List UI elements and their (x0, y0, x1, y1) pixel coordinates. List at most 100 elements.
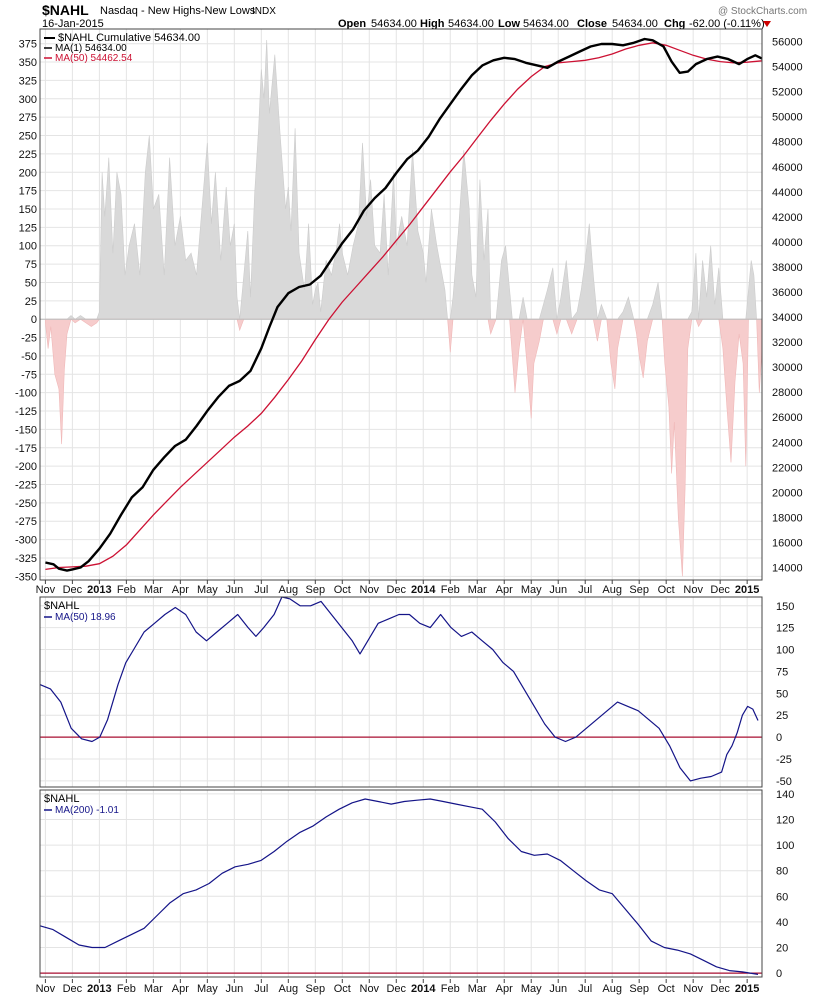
right-axis-tick-label: 38000 (772, 262, 803, 274)
x-tick-label: Apr (496, 983, 513, 995)
left-axis-tick-label: 275 (19, 112, 37, 124)
left-axis-tick-label: 225 (19, 149, 37, 161)
right-axis-tick-label: 56000 (772, 37, 803, 49)
right-axis-tick-label: 60 (776, 891, 788, 903)
x-tick-label: Nov (683, 983, 703, 995)
x-tick-label: Aug (279, 584, 299, 596)
stockcharts-watermark: @ StockCharts.com (718, 6, 807, 17)
panel-border (39, 28, 763, 581)
panel-plot-area (40, 790, 762, 977)
x-tick-label: Dec (386, 983, 406, 995)
right-axis-tick-label: 30000 (772, 362, 803, 374)
right-axis-tick-label: 40 (776, 917, 788, 929)
left-axis-tick-label: -50 (21, 351, 37, 363)
right-axis-tick-label: 26000 (772, 412, 803, 424)
x-tick-label: Mar (144, 983, 163, 995)
x-tick-label: 2013 (87, 983, 111, 995)
close-value: 54634.00 (612, 18, 658, 30)
left-axis-tick-label: -25 (21, 333, 37, 345)
x-tick-label: Nov (360, 584, 380, 596)
left-axis-tick-label: 250 (19, 131, 37, 143)
x-tick-label: Oct (334, 584, 351, 596)
left-axis-tick-label: 50 (25, 277, 37, 289)
chg-label: Chg (664, 18, 685, 30)
right-axis-tick-label: 54000 (772, 62, 803, 74)
legend-ma-label: MA(50) 18.96 (55, 612, 116, 623)
left-axis-tick-label: 300 (19, 94, 37, 106)
x-axis-bottom: Nov Dec 2013 Feb Mar Apr May Jun Jul Aug Sep Oct Nov… (36, 979, 759, 995)
left-axis-tick-label: -75 (21, 369, 37, 381)
x-tick-label: Oct (658, 983, 675, 995)
x-tick-label: Dec (710, 983, 730, 995)
right-axis-tick-label: 0 (776, 732, 782, 744)
x-tick-label: Mar (144, 584, 163, 596)
x-tick-label: Sep (629, 983, 649, 995)
panel-title: $NAHL (44, 600, 79, 612)
left-axis-tick-label: 325 (19, 75, 37, 87)
right-axis-tick-label: 48000 (772, 137, 803, 149)
x-tick-label: Nov (683, 584, 703, 596)
x-tick-label: 2015 (735, 983, 759, 995)
x-tick-label: Dec (386, 584, 406, 596)
right-axis-tick-label: 36000 (772, 287, 803, 299)
x-tick-label: Feb (441, 584, 460, 596)
right-axis-tick-label: 50000 (772, 112, 803, 124)
left-axis-tick-label: 75 (25, 259, 37, 271)
legend-cumulative-label: $NAHL Cumulative 54634.00 (58, 32, 200, 44)
symbol-title: $NAHL (42, 2, 89, 18)
x-tick-label: Sep (306, 983, 326, 995)
x-axis-top: Nov Dec 2013 Feb Mar Apr May Jun Jul Aug Sep Oct Nov… (36, 580, 759, 596)
x-tick-label: Dec (63, 983, 83, 995)
panel-plot-area (40, 597, 762, 787)
right-axis-tick-label: 22000 (772, 462, 803, 474)
ma50-line (45, 42, 763, 571)
x-tick-label: Apr (496, 584, 513, 596)
x-tick-label: Apr (172, 983, 189, 995)
left-axis-tick-label: 100 (19, 241, 37, 253)
left-axis-tick-label: -275 (15, 516, 37, 528)
legend-ma50-label: MA(50) 54462.54 (55, 53, 133, 64)
right-axis-tick-label: 50 (776, 688, 788, 700)
right-axis-tick-label: 24000 (772, 437, 803, 449)
right-axis-tick-label: 34000 (772, 312, 803, 324)
x-tick-label: Feb (441, 983, 460, 995)
left-axis-tick-label: 150 (19, 204, 37, 216)
index-name: Nasdaq - New Highs-New Lows (100, 5, 256, 17)
legend-ma1-label: MA(1) 54634.00 (55, 43, 127, 54)
x-tick-label: Oct (334, 983, 351, 995)
left-axis-tick-label: 25 (25, 296, 37, 308)
left-axis-tick-label: -225 (15, 479, 37, 491)
left-axis-tick-label: -250 (15, 498, 37, 510)
main-panel: 3753503253002752502252001751501251007550… (15, 28, 803, 583)
x-tick-label: Aug (279, 983, 299, 995)
x-tick-label: Oct (658, 584, 675, 596)
x-tick-label: Jul (254, 983, 268, 995)
right-axis-tick-label: 120 (776, 814, 794, 826)
chg-value: -62.00 (-0.11%) (689, 18, 765, 30)
right-axis-tick-label: 80 (776, 866, 788, 878)
x-tick-label: Dec (63, 584, 83, 596)
x-tick-label: May (521, 983, 542, 995)
right-axis-tick-label: -25 (776, 754, 792, 766)
x-tick-label: 2013 (87, 584, 111, 596)
left-axis-tick-label: -150 (15, 424, 37, 436)
right-axis-tick-label: 75 (776, 666, 788, 678)
x-tick-label: Jun (549, 983, 567, 995)
x-tick-label: Dec (710, 584, 730, 596)
x-tick-label: Jul (578, 584, 592, 596)
high-value: 54634.00 (448, 18, 494, 30)
x-tick-label: 2014 (411, 584, 436, 596)
right-axis-tick-label: 52000 (772, 87, 803, 99)
x-tick-label: May (197, 983, 218, 995)
open-value: 54634.00 (371, 18, 417, 30)
x-tick-label: Feb (117, 584, 136, 596)
x-tick-label: Jun (225, 983, 243, 995)
ma-line (39, 798, 759, 975)
panel-title: $NAHL (44, 793, 79, 805)
x-tick-label: 2014 (411, 983, 436, 995)
x-tick-label: Feb (117, 983, 136, 995)
